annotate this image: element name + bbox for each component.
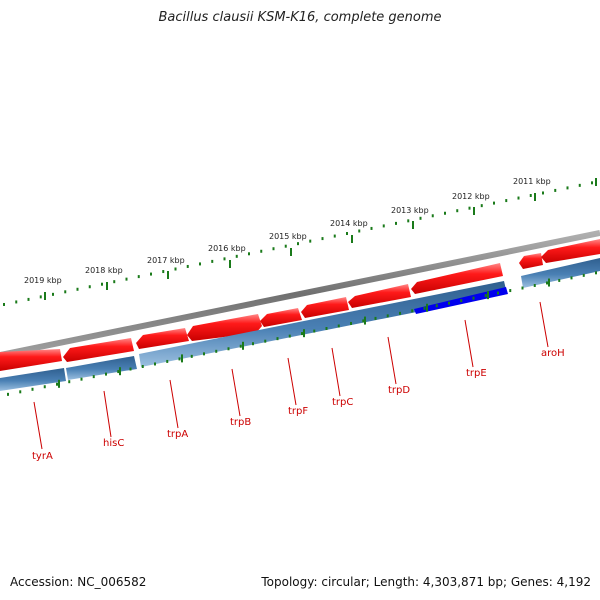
reverse-gene-bar[interactable]	[521, 258, 600, 288]
gene-leader-line	[539, 301, 549, 348]
forward-gene-arrow[interactable]	[541, 239, 600, 263]
gene-label-trpE: trpE	[466, 368, 487, 379]
forward-gene-arrow[interactable]	[260, 308, 302, 327]
reverse-gene-bar[interactable]	[139, 281, 507, 367]
gene-leader-line	[169, 379, 179, 429]
forward-gene-arrow[interactable]	[301, 297, 349, 318]
gene-leader-line	[387, 336, 397, 385]
accession-label: Accession: NC_006582	[10, 575, 147, 589]
gene-leader-line	[464, 319, 474, 368]
gene-label-hisC: hisC	[103, 438, 124, 449]
gene-label-trpB: trpB	[230, 417, 251, 428]
ruler-label-2011: 2011 kbp	[513, 177, 551, 186]
genome-backbone	[0, 230, 600, 358]
gene-label-trpD: trpD	[388, 385, 410, 396]
gene-label-trpA: trpA	[167, 429, 188, 440]
ruler-label-2017: 2017 kbp	[147, 256, 185, 265]
forward-gene-arrow[interactable]	[519, 253, 543, 269]
gene-label-tyrA: tyrA	[32, 451, 53, 462]
gene-leader-line	[231, 368, 241, 417]
ruler-label-2016: 2016 kbp	[208, 244, 246, 253]
ruler-label-2018: 2018 kbp	[85, 266, 123, 275]
ruler-label-2015: 2015 kbp	[269, 232, 307, 241]
gene-leader-line	[331, 347, 341, 397]
topology-summary: Topology: circular; Length: 4,303,871 bp…	[261, 575, 591, 589]
gene-label-trpF: trpF	[288, 406, 308, 417]
ruler-label-2012: 2012 kbp	[452, 192, 490, 201]
gene-label-trpC: trpC	[332, 397, 353, 408]
genome-title: Bacillus clausii KSM-K16, complete genom…	[158, 10, 442, 25]
gene-label-aroH: aroH	[541, 348, 565, 359]
reverse-gene-bar[interactable]	[66, 356, 137, 380]
ruler-label-2014: 2014 kbp	[330, 219, 368, 228]
reverse-gene-bar[interactable]	[0, 368, 66, 391]
gene-leader-line	[287, 357, 297, 406]
gene-leader-line	[33, 401, 43, 450]
forward-gene-arrow[interactable]	[348, 284, 411, 308]
forward-gene-arrow[interactable]	[411, 263, 503, 294]
gene-leader-line	[103, 390, 112, 438]
ruler-label-2019: 2019 kbp	[24, 276, 62, 285]
forward-gene-arrow[interactable]	[0, 349, 62, 371]
forward-gene-arrow[interactable]	[63, 338, 134, 362]
forward-gene-arrow[interactable]	[136, 328, 189, 349]
ruler-label-2013: 2013 kbp	[391, 206, 429, 215]
